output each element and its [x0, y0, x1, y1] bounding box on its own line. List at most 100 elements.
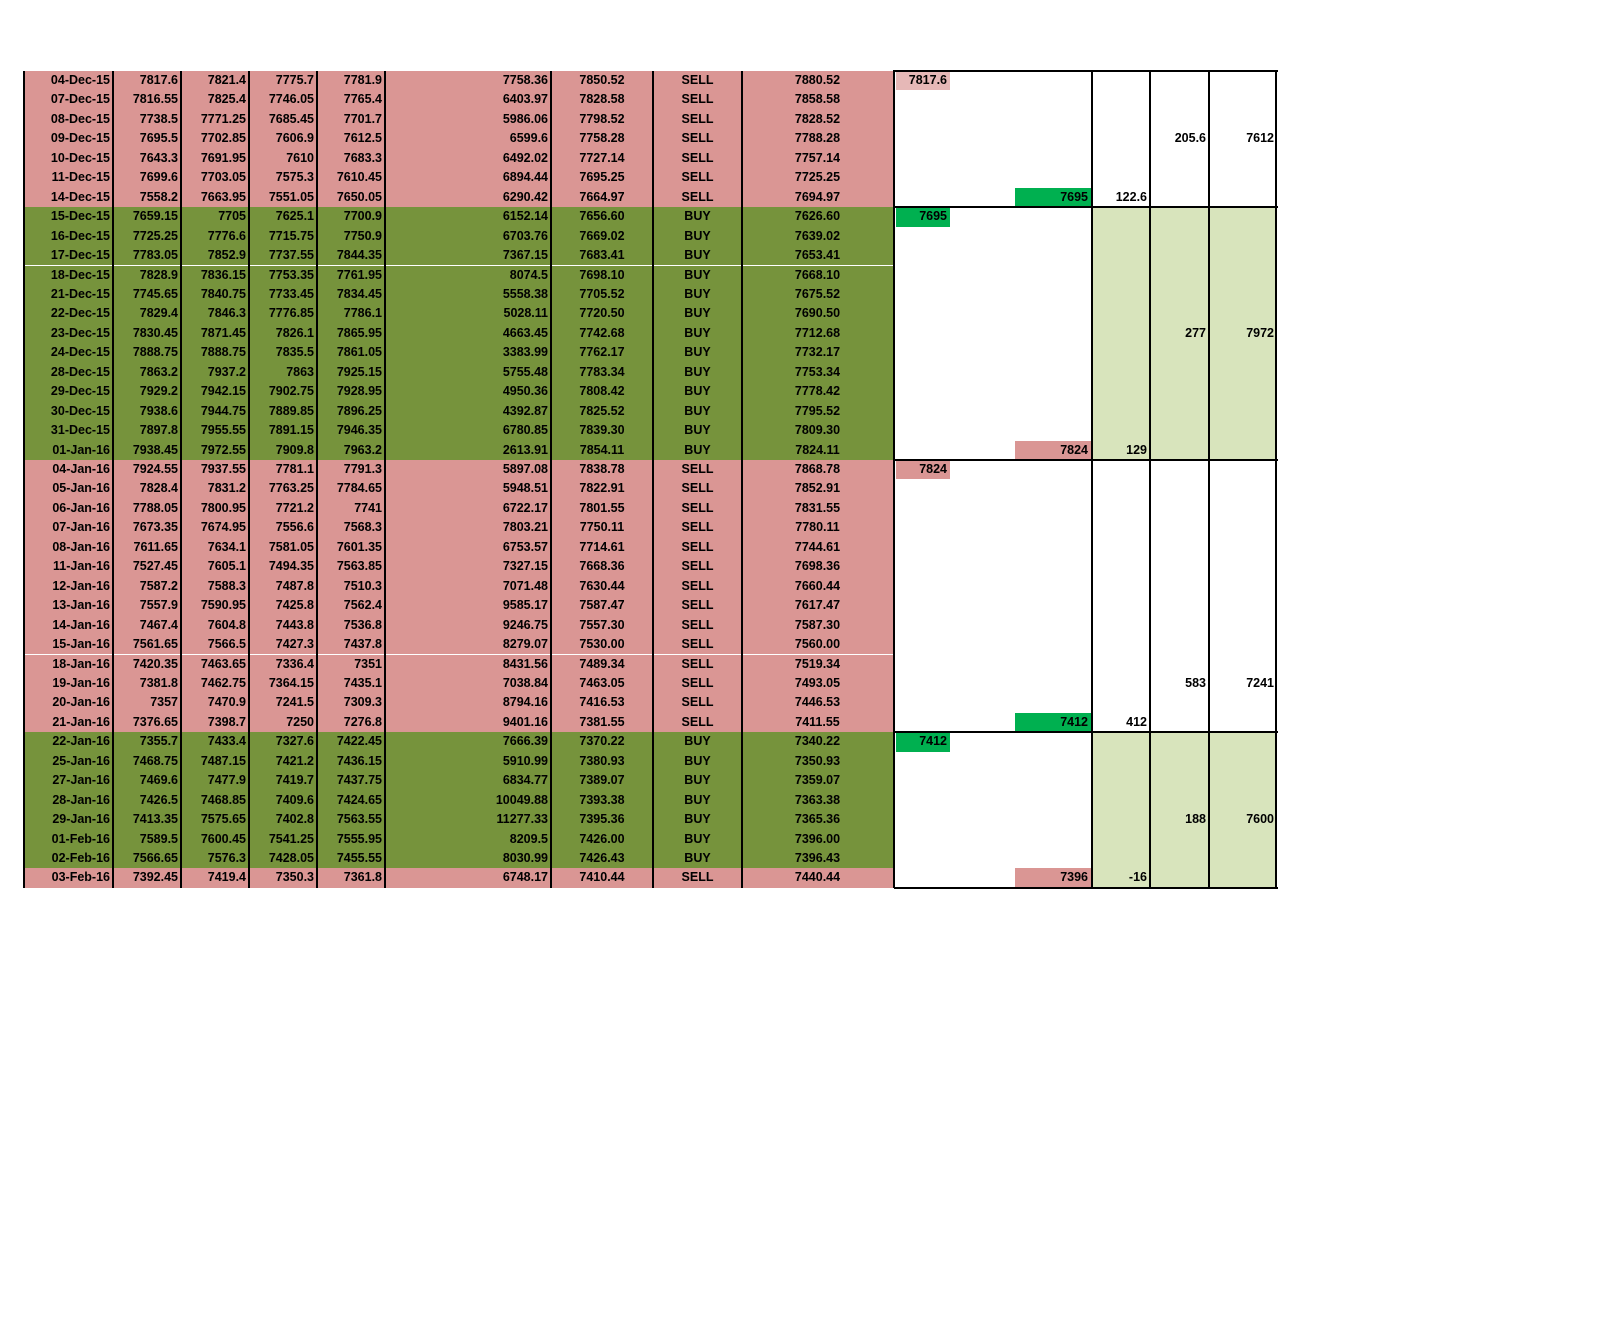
row-fill: [24, 148, 893, 169]
points-cell: 188: [1185, 812, 1206, 827]
stop-cell: 7359.07: [794, 773, 841, 788]
low-cell: 7715.75: [268, 228, 314, 243]
average-cell: 7720.50: [579, 306, 625, 321]
average-cell: 7801.55: [579, 500, 625, 515]
volume-cell: 6834.77: [502, 773, 548, 788]
stop-cell: 7788.28: [794, 131, 841, 146]
open-cell: 7558.2: [139, 189, 178, 204]
high-cell: 7703.05: [200, 170, 246, 185]
signal-cell: BUY: [684, 364, 711, 379]
row-fill: [24, 849, 893, 869]
open-cell: 7725.25: [132, 228, 178, 243]
close-cell: 7601.35: [336, 539, 382, 554]
entry-cell: 7817.6: [896, 71, 950, 91]
open-cell: 7589.5: [139, 831, 178, 846]
row-fill: [24, 751, 893, 772]
open-cell: 7816.55: [132, 92, 178, 107]
low-cell: 7606.9: [275, 131, 314, 146]
high-cell: 7852.9: [207, 248, 246, 263]
high-cell: 7462.75: [200, 675, 246, 690]
signal-cell: SELL: [681, 656, 714, 671]
signal-cell: BUY: [684, 209, 711, 224]
stop-cell: 7712.68: [794, 325, 841, 340]
row-fill: [24, 557, 893, 577]
low-cell: 7428.05: [268, 851, 314, 865]
row-fill: [24, 265, 893, 285]
date-cell: 02-Feb-16: [51, 851, 110, 865]
high-cell: 7634.1: [207, 539, 246, 554]
high-cell: 7944.75: [200, 403, 246, 418]
close-cell: 7925.15: [336, 364, 382, 379]
average-cell: 7380.93: [579, 753, 625, 768]
row-fill: [24, 712, 893, 733]
signal-cell: BUY: [684, 753, 711, 768]
open-cell: 7381.8: [139, 675, 178, 690]
high-cell: 7825.4: [207, 92, 246, 107]
volume-cell: 5558.38: [502, 286, 548, 301]
stop-cell: 7411.55: [795, 714, 840, 729]
close-cell: 7650.05: [336, 189, 382, 204]
entry-cell: 7695: [896, 207, 950, 227]
low-cell: 7551.05: [268, 189, 314, 204]
high-cell: 7463.65: [200, 656, 246, 671]
row-fill: [24, 421, 893, 441]
target-cell: 7241: [1246, 675, 1274, 690]
volume-cell: 9585.17: [502, 598, 548, 613]
volume-cell: 8209.5: [509, 831, 548, 846]
stop-cell: 7440.44: [794, 870, 841, 885]
low-cell: 7427.3: [275, 637, 314, 652]
date-cell: 05-Jan-16: [52, 481, 110, 496]
high-cell: 7942.15: [200, 384, 246, 399]
open-cell: 7828.4: [139, 481, 178, 496]
stop-cell: 7396.43: [794, 851, 841, 865]
volume-cell: 6722.17: [502, 500, 548, 515]
row-fill: [24, 382, 893, 402]
volume-cell: 7758.36: [502, 73, 548, 87]
average-cell: 7668.36: [579, 559, 625, 574]
average-cell: 7825.52: [579, 403, 625, 418]
average-cell: 7587.47: [579, 598, 625, 613]
close-cell: 7361.8: [343, 870, 382, 885]
average-cell: 7656.60: [579, 209, 625, 224]
signal-cell: SELL: [681, 462, 714, 476]
row-fill: [24, 71, 893, 91]
group-border: [894, 886, 1278, 889]
date-cell: 20-Jan-16: [52, 695, 110, 710]
low-cell: 7625.1: [275, 209, 314, 224]
open-cell: 7527.45: [132, 559, 178, 574]
signal-cell: SELL: [681, 870, 714, 885]
high-cell: 7576.3: [207, 851, 246, 865]
open-cell: 7924.55: [132, 462, 178, 476]
high-cell: 7433.4: [207, 734, 246, 749]
volume-cell: 2613.91: [502, 442, 548, 457]
signal-cell: BUY: [684, 734, 711, 749]
open-cell: 7738.5: [139, 111, 178, 126]
high-cell: 7674.95: [200, 520, 246, 535]
volume-cell: 6748.17: [502, 870, 548, 885]
volume-cell: 9401.16: [502, 714, 548, 729]
average-cell: 7839.30: [579, 423, 625, 438]
high-cell: 7836.15: [200, 267, 246, 282]
stop-cell: 7831.55: [794, 500, 841, 515]
average-cell: 7695.25: [579, 170, 625, 185]
stop-cell: 7519.34: [794, 656, 841, 671]
date-cell: 28-Jan-16: [52, 792, 110, 807]
close-cell: 7612.5: [343, 131, 382, 146]
average-cell: 7758.28: [579, 131, 625, 146]
signal-cell: SELL: [681, 131, 714, 146]
low-cell: 7902.75: [268, 384, 314, 399]
low-cell: 7685.45: [268, 111, 314, 126]
average-cell: 7828.58: [579, 92, 625, 107]
volume-cell: 4950.36: [502, 384, 548, 399]
row-fill: [24, 868, 893, 888]
high-cell: 7590.95: [200, 598, 246, 613]
signal-cell: SELL: [681, 520, 714, 535]
open-cell: 7788.05: [132, 500, 178, 515]
open-cell: 7467.4: [139, 617, 178, 632]
volume-cell: 6290.42: [502, 189, 548, 204]
low-cell: 7421.2: [275, 753, 314, 768]
close-cell: 7844.35: [336, 248, 382, 263]
volume-cell: 7803.21: [502, 520, 548, 535]
points-cell: 205.6: [1174, 131, 1206, 146]
stop-cell: 7852.91: [794, 481, 841, 496]
